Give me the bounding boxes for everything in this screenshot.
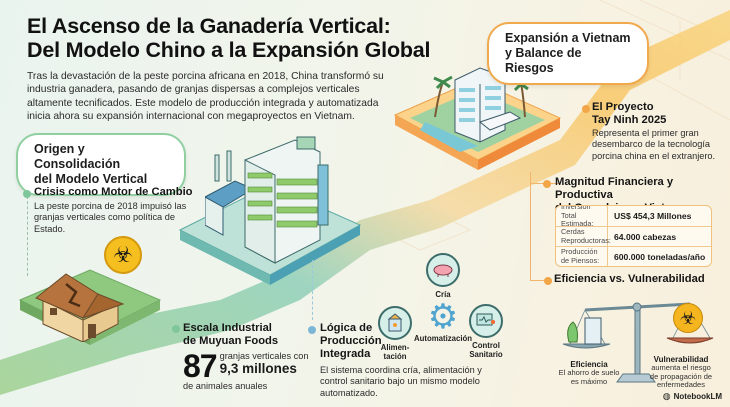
table-row: Cerdas Reproductoras: 64.000 cabezas — [556, 226, 711, 246]
timeline-dot — [23, 190, 31, 198]
logic-title-2: Producción — [320, 335, 382, 347]
icon-label-alimentacion: Alimen- tación — [375, 343, 415, 361]
vulnerability-text: aumenta el riesgo — [651, 363, 711, 372]
vulnerability-title: Vulnerabilidad — [653, 355, 709, 364]
label-line: Reproductoras: — [561, 235, 611, 245]
table-value: US$ 454,3 Millones — [614, 211, 692, 221]
label-line: Estimada: — [561, 219, 594, 229]
label-line: Producción — [561, 247, 598, 256]
pill-line-1: Origen y Consolidación — [34, 142, 121, 171]
animal-count: 9,3 millones — [219, 361, 297, 377]
timeline-dot — [308, 326, 316, 334]
scale-stat: 87 granjas verticales con 9,3 millones — [183, 348, 328, 384]
efficiency-title: Eficiencia — [570, 360, 608, 369]
vietnam-complex-building-illustration — [425, 62, 535, 152]
timeline-connector — [530, 172, 531, 280]
timeline-dot — [543, 180, 551, 188]
intro-paragraph: Tras la devastación de la peste porcina … — [27, 71, 384, 123]
table-row: Producción de Piensos: 600.000 toneladas/… — [556, 246, 711, 266]
crisis-item: Crisis como Motor de Cambio La peste por… — [34, 186, 194, 235]
scale-text-c: de animales anuales — [183, 381, 268, 391]
watermark-text: NotebookLM — [673, 392, 722, 401]
efficiency-text: es máximo — [570, 376, 608, 386]
vulnerability-caption: Vulnerabilidad aumenta el riesgo de prop… — [640, 355, 722, 390]
notebooklm-watermark: ◍ NotebookLM — [663, 391, 722, 402]
table-row: Inversión Total Estimada: US$ 454,3 Millo… — [556, 205, 711, 229]
balance-scale-illustration — [555, 298, 715, 388]
icon-cria: Cría — [423, 253, 463, 299]
table-value: 64.000 cabezas — [614, 231, 677, 242]
ruined-house-illustration — [28, 262, 128, 343]
crisis-text: La peste porcina de 2018 impuisó las gra… — [34, 201, 187, 234]
farm-count: 87 — [183, 348, 218, 384]
logic-item: Lógica de Producción Integrada — [320, 322, 400, 361]
timeline-connector-h — [530, 280, 550, 281]
vulnerability-text: de propagación de — [649, 371, 713, 381]
table-label: Producción de Piensos: — [556, 247, 608, 266]
efficiency-text: El ahorro de suelo — [558, 368, 620, 377]
page-title: El Ascenso de la Ganadería Vertical: Del… — [27, 14, 431, 62]
table-label: Cerdas Reproductoras: — [556, 227, 611, 246]
table-label: Inversión Total Estimada: — [556, 205, 608, 229]
efficiency-caption: Eficiencia El ahorro de suelo es máximo — [552, 360, 626, 386]
timeline-connector — [27, 196, 28, 276]
label-line: Inversión Total — [561, 205, 591, 220]
table-value: 600.000 toneladas/año — [614, 251, 706, 262]
project-text: Representa el primer gran desembarco de … — [592, 128, 716, 161]
label-line: Sanitario — [469, 350, 503, 359]
logic-title-3: Integrada — [320, 348, 371, 360]
scale-item: Escala Industrial de Muyuan Foods 87 gra… — [183, 322, 328, 392]
biohazard-bubble-icon: ☣ — [104, 236, 142, 274]
pill-line-2: del Modelo Vertical — [34, 172, 148, 186]
notebooklm-logo-icon: ◍ — [662, 391, 671, 401]
icon-label-control: Control Sanitario — [466, 341, 506, 359]
vertical-farm-building-illustration — [203, 135, 345, 265]
section-pill-origin: Origen y Consolidación del Modelo Vertic… — [16, 133, 186, 196]
health-monitor-icon — [469, 304, 503, 338]
vulnerability-text: enfermedades — [657, 380, 705, 390]
timeline-dot — [582, 105, 590, 113]
project-title-1: El Proyecto — [592, 101, 654, 113]
label-line: Alimen- — [380, 343, 410, 352]
scale-text-a: granjas verticales con — [219, 351, 309, 361]
icon-control-sanitario: Control Sanitario — [466, 304, 506, 359]
scale-title-1: Escala Industrial — [183, 322, 272, 334]
label-line: Cerdas — [561, 227, 585, 236]
title-line-2: Del Modelo Chino a la Expansión Global — [27, 38, 431, 62]
label-line: Control — [472, 341, 500, 350]
timeline-dot — [172, 325, 180, 333]
project-item: El Proyecto Tay Ninh 2025 Representa el … — [592, 101, 727, 162]
gear-icon: ⚙ — [427, 298, 459, 336]
crisis-title: Crisis como Motor de Cambio — [34, 186, 193, 198]
balance-title: Eficiencia vs. Vulnerabilidad — [554, 273, 705, 285]
label-line: de Piensos: — [561, 255, 600, 265]
scale-title-2: de Muyuan Foods — [183, 335, 279, 347]
pill-line-2: y Balance de Riesgos — [505, 46, 582, 75]
icon-label-cria: Cría — [435, 290, 451, 299]
section-pill-vietnam: Expansión a Vietnam y Balance de Riesgos — [487, 22, 649, 85]
magnitude-title-1: Magnitud Financiera y Productiva — [555, 176, 674, 201]
logic-title-1: Lógica de — [320, 322, 373, 334]
feed-silo-icon — [378, 306, 412, 340]
pill-line-1: Expansión a Vietnam — [505, 31, 631, 45]
title-line-1: El Ascenso de la Ganadería Vertical: — [27, 14, 391, 38]
label-line: tación — [383, 352, 407, 361]
icon-label-automatizacion: Automatización — [413, 334, 473, 343]
project-title-2: Tay Ninh 2025 — [592, 114, 667, 126]
icon-alimentacion: Alimen- tación — [375, 306, 415, 361]
biohazard-icon: ☣ — [673, 303, 703, 333]
pig-icon — [426, 253, 460, 287]
magnitude-table: Inversión Total Estimada: US$ 454,3 Millo… — [555, 205, 712, 267]
logic-text: El sistema coordina cría, alimentación y… — [320, 365, 482, 398]
timeline-connector — [312, 260, 313, 320]
scale-stat-text: granjas verticales con 9,3 millones — [220, 351, 309, 376]
timeline-dot — [544, 277, 552, 285]
icon-automatizacion: ⚙ Automatización — [411, 300, 475, 343]
